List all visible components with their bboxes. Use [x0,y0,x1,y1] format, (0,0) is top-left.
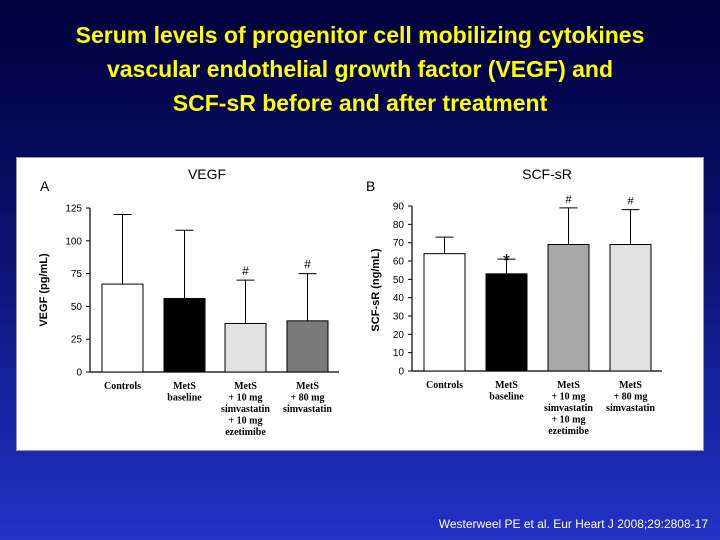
y-axis-label: VEGF (pg/mL) [38,253,50,327]
y-tick-label: 30 [393,312,405,323]
panel-letter: B [366,178,375,194]
slide-title: Serum levels of progenitor cell mobilizi… [0,18,720,120]
bar [547,244,590,372]
y-tick-label: 50 [71,302,83,313]
y-tick-label: 0 [76,368,82,379]
y-tick-label: 20 [393,330,405,341]
significance-marker: # [304,258,311,272]
category-label: MetS + 80 mg simvastatin [283,381,332,415]
category-label: MetS baseline [167,381,202,404]
category-label: MetS + 10 mg simvastatin + 10 mg ezetimibe [221,381,270,438]
panel-letter: A [40,178,50,194]
y-tick-label: 125 [65,204,82,215]
bar [485,273,528,372]
title-line-3: SCF-sR before and after treatment [172,90,548,116]
chart-title: SCF-sR [522,166,572,182]
chart-panel-b: B SCF-sR SCF-sR (ng/mL) 0 10 20 30 40 50 60 70 80 90… [366,166,662,437]
y-tick-label: 100 [65,236,82,247]
category-label: MetS + 80 mg simvastatin [606,380,655,414]
y-tick-label: 10 [393,348,405,359]
y-tick-label: 50 [393,275,405,286]
significance-marker: # [627,196,634,208]
y-tick-label: 70 [393,238,405,249]
y-tick-label: 90 [393,202,405,213]
y-tick-label: 60 [393,257,405,268]
significance-marker: # [565,194,572,206]
bar [163,298,206,373]
bar [423,253,466,372]
title-line-1: Serum levels of progenitor cell mobilizi… [75,22,645,48]
figure-panel: A VEGF VEGF (pg/mL) 0 25 50 75 100 125 Controls Me… [16,157,704,451]
bar [609,244,652,372]
category-label: MetS baseline [489,380,524,403]
bar [224,322,267,373]
bar [286,320,329,373]
chart-title: VEGF [188,166,226,182]
citation: Westerweel PE et al. Eur Heart J 2008;29… [438,517,708,531]
y-tick-label: 0 [398,367,404,378]
y-tick-label: 40 [393,293,405,304]
y-axis-label: SCF-sR (ng/mL) [370,248,382,331]
significance-marker: * [503,251,510,271]
bar [101,283,144,373]
y-tick-label: 80 [393,220,405,231]
significance-marker: # [242,264,249,278]
y-tick-label: 25 [71,335,83,346]
category-label: Controls [426,380,463,391]
title-line-2: vascular endothelial growth factor (VEGF… [106,56,614,82]
category-label: Controls [104,381,141,392]
y-tick-label: 75 [71,269,83,280]
category-label: MetS + 10 mg simvastatin + 10 mg ezetimibe [544,380,593,437]
chart-panel-a: A VEGF VEGF (pg/mL) 0 25 50 75 100 125 Controls Me… [38,166,339,438]
